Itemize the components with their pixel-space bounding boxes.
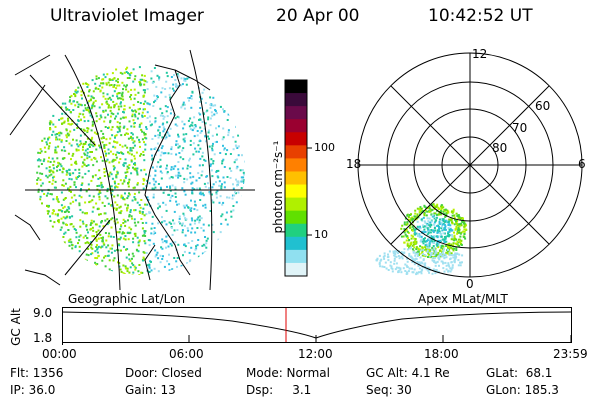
alt-xtick-1200: 12:00 bbox=[298, 347, 333, 361]
geo-grid bbox=[25, 49, 255, 290]
auroral-oval bbox=[375, 203, 468, 276]
status-seq: Seq: 30 bbox=[366, 383, 412, 397]
geo-coastlines bbox=[9, 54, 211, 286]
lat-label-60: 60 bbox=[535, 99, 551, 113]
status-door: Door: Closed bbox=[125, 366, 202, 380]
mlt-label-6: 6 bbox=[578, 157, 586, 171]
status-glat: GLat: 68.1 bbox=[486, 366, 553, 380]
polar-plot bbox=[357, 52, 583, 278]
alt-xtick-2359: 23:59 bbox=[553, 347, 588, 361]
date-label: 20 Apr 00 bbox=[276, 6, 360, 26]
alt-xtick-1800: 18:00 bbox=[424, 347, 459, 361]
altitude-curve bbox=[62, 311, 572, 339]
alt-xtick-0600: 06:00 bbox=[169, 347, 204, 361]
geographic-label: Geographic Lat/Lon bbox=[68, 292, 186, 306]
alt-ylabel: GC Alt bbox=[9, 308, 23, 346]
status-glon: GLon: 185.3 bbox=[486, 383, 559, 397]
colorbar-unit-label: photon cm⁻²s⁻¹ bbox=[271, 140, 285, 234]
instrument-title: Ultraviolet Imager bbox=[50, 6, 204, 26]
alt-ytick-low: 1.8 bbox=[33, 331, 53, 345]
colorbar-tick-10: 10 bbox=[314, 228, 328, 241]
mlt-label-12: 12 bbox=[472, 47, 488, 61]
colorbar-tick-100: 100 bbox=[314, 141, 335, 154]
status-flt: Flt: 1356 bbox=[10, 366, 64, 380]
auroral-speckle-left bbox=[36, 66, 245, 275]
status-gain: Gain: 13 bbox=[125, 383, 176, 397]
lat-label-70: 70 bbox=[512, 121, 528, 135]
geographic-image bbox=[9, 49, 255, 290]
status-dsp: Dsp: 3.1 bbox=[246, 383, 312, 397]
apex-label: Apex MLat/MLT bbox=[418, 292, 508, 306]
time-label: 10:42:52 UT bbox=[428, 6, 533, 26]
status-ip: IP: 36.0 bbox=[10, 383, 56, 397]
status-mode: Mode: Normal bbox=[246, 366, 330, 380]
altitude-plot bbox=[62, 307, 572, 345]
polar-grid bbox=[357, 52, 583, 278]
lat-label-80: 80 bbox=[492, 141, 508, 155]
mlt-label-18: 18 bbox=[346, 157, 362, 171]
status-gc-alt: GC Alt: 4.1 Re bbox=[366, 366, 450, 380]
colorbar bbox=[284, 79, 312, 277]
alt-ytick-high: 9.0 bbox=[33, 306, 53, 320]
alt-xtick-0000: 00:00 bbox=[42, 347, 77, 361]
mlt-label-0: 0 bbox=[466, 277, 474, 291]
